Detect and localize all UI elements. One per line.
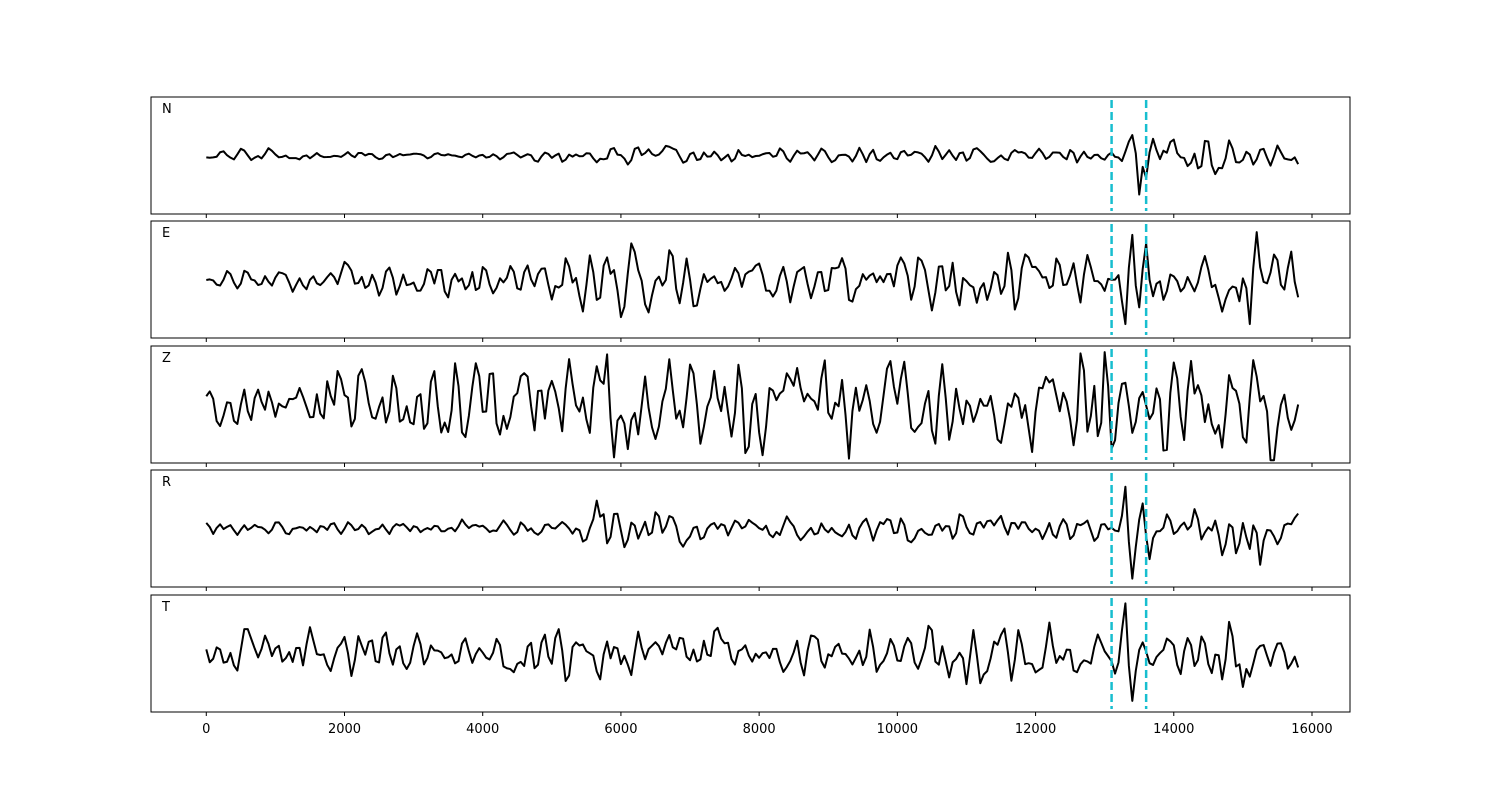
waveform-line-n [206, 134, 1300, 196]
x-tick-label: 16000 [1291, 722, 1332, 737]
panel-label-r: R [162, 475, 171, 490]
x-tick-label: 12000 [1015, 722, 1056, 737]
panel-n: N [150, 96, 1351, 218]
panel-frame-r [150, 469, 1351, 588]
panel-t: T [150, 594, 1351, 716]
panel-frame-e [150, 220, 1351, 339]
panel-r: R [150, 469, 1351, 591]
waveform-line-e [206, 231, 1300, 326]
x-tick-label: 10000 [877, 722, 918, 737]
x-tick-label: 8000 [743, 722, 776, 737]
panel-label-t: T [161, 600, 170, 615]
waveform-line-r [205, 485, 1299, 580]
panel-e: E [150, 220, 1351, 342]
x-tick-label: 14000 [1153, 722, 1194, 737]
panel-label-n: N [162, 102, 172, 117]
waveform-line-t [205, 602, 1300, 702]
panel-frame-t [150, 594, 1351, 713]
panel-label-z: Z [162, 351, 171, 366]
x-tick-label: 4000 [466, 722, 499, 737]
x-tick-label: 2000 [328, 722, 361, 737]
panels-group: N E Z R T [150, 96, 1351, 716]
panel-frame-n [150, 96, 1351, 215]
waveform-line-z [205, 351, 1300, 462]
panel-frame-z [150, 345, 1351, 464]
x-axis: 0 2000 4000 6000 8000 10000 12000 14000 16000 [202, 722, 1333, 737]
x-tick-label: 0 [202, 722, 210, 737]
panel-label-e: E [162, 226, 170, 241]
x-tick-label: 6000 [604, 722, 637, 737]
panel-z: Z [150, 345, 1351, 467]
